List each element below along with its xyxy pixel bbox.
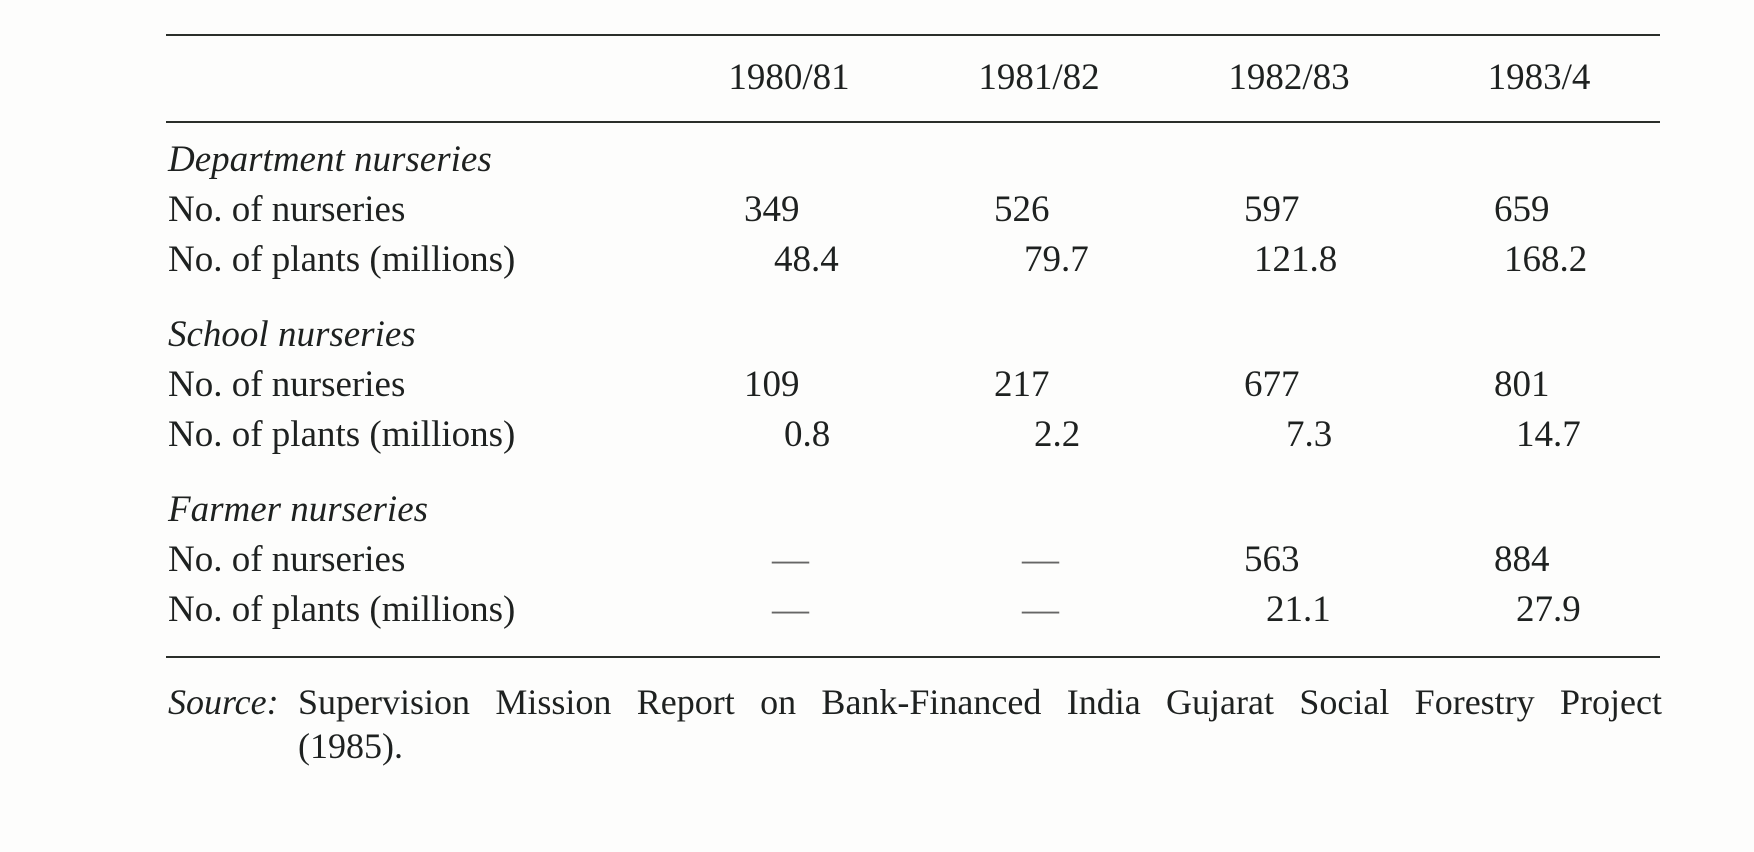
- table-cell: 217: [994, 364, 1050, 405]
- table-cell-dash: —: [772, 589, 809, 630]
- row-label: No. of nurseries: [168, 189, 406, 230]
- bottom-rule: [166, 656, 1660, 658]
- table-cell: 109: [744, 364, 800, 405]
- group-title-farmer: Farmer nurseries: [168, 489, 429, 530]
- table-cell: 121.8: [1254, 239, 1338, 280]
- table-cell: 597: [1244, 189, 1300, 230]
- top-rule: [166, 34, 1660, 36]
- row-label: No. of plants (millions): [168, 414, 516, 455]
- row-label: No. of nurseries: [168, 364, 406, 405]
- table-cell: 79.7: [1024, 239, 1089, 280]
- table-cell: 349: [744, 189, 800, 230]
- row-label: No. of nurseries: [168, 539, 406, 580]
- table-cell: 0.8: [784, 414, 831, 455]
- table-cell: 21.1: [1266, 589, 1331, 630]
- row-label: No. of plants (millions): [168, 589, 516, 630]
- table-cell: 48.4: [774, 239, 839, 280]
- table-cell: 884: [1494, 539, 1550, 580]
- table-cell: 563: [1244, 539, 1300, 580]
- table-cell: 526: [994, 189, 1050, 230]
- table-cell: 801: [1494, 364, 1550, 405]
- table-cell-dash: —: [1022, 539, 1059, 580]
- table-cell: 168.2: [1504, 239, 1588, 280]
- source-label: Source:: [168, 682, 279, 722]
- group-title-department: Department nurseries: [168, 139, 492, 180]
- table-cell-dash: —: [1022, 589, 1059, 630]
- table-cell: 14.7: [1516, 414, 1581, 455]
- column-header-1980-81: 1980/81: [728, 57, 850, 98]
- column-header-1981-82: 1981/82: [978, 57, 1100, 98]
- source-text-continued: (1985).: [298, 726, 403, 766]
- source-text: Supervision Mission Report on Bank-Finan…: [298, 682, 1662, 722]
- source-note: Source: Supervision Mission Report on Ba…: [168, 680, 1662, 766]
- table-cell: 677: [1244, 364, 1300, 405]
- row-label: No. of plants (millions): [168, 239, 516, 280]
- group-title-school: School nurseries: [168, 314, 416, 355]
- column-header-1983-4: 1983/4: [1487, 57, 1591, 98]
- header-rule: [166, 121, 1660, 123]
- table-cell: 27.9: [1516, 589, 1581, 630]
- table-cell-dash: —: [772, 539, 809, 580]
- table-cell: 659: [1494, 189, 1550, 230]
- column-header-1982-83: 1982/83: [1228, 57, 1350, 98]
- table-cell: 2.2: [1034, 414, 1081, 455]
- table-cell: 7.3: [1286, 414, 1333, 455]
